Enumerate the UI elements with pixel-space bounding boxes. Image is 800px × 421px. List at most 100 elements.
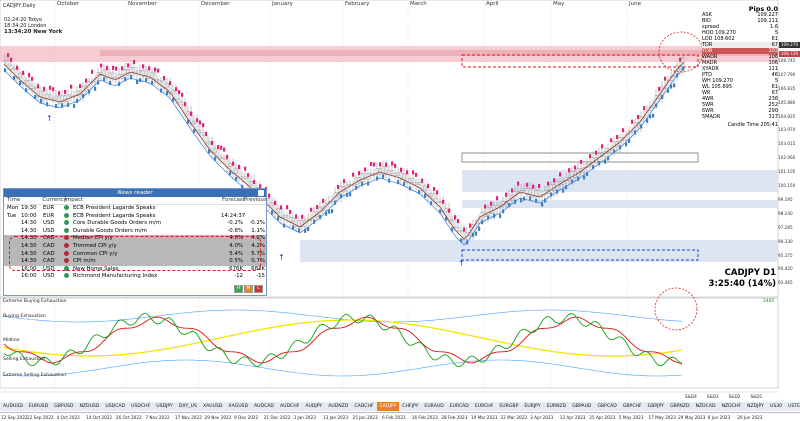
symbol-tab[interactable]: NZDCAD (695, 404, 716, 409)
news-row[interactable]: 16:00 USD Richmond Manufacturing Index -12 -… (4, 273, 266, 281)
price-label: 93.465 (778, 280, 793, 286)
bear-band-mark (601, 144, 604, 149)
news-time: 14:30 (21, 242, 37, 249)
timeframe-button[interactable]: S&D2 (728, 394, 741, 399)
instrument-label: CADJPY,Daily (3, 3, 36, 9)
symbol-tab[interactable]: AUDJPY (305, 404, 323, 409)
info-key: 5MADR (702, 114, 721, 120)
symbol-tab[interactable]: CADCHF (354, 404, 374, 409)
timeframe-button[interactable]: S&D1 (750, 394, 763, 399)
bear-band-mark (106, 66, 109, 71)
timeframe-button[interactable]: S&D3 (706, 394, 719, 399)
candle-body (297, 220, 301, 227)
news-reader-panel[interactable]: News reader Time Currency Impact Forecas… (3, 188, 267, 296)
candle-body (438, 201, 442, 204)
info-key: 5WR (702, 102, 714, 108)
symbol-tab[interactable]: USDJPY (156, 404, 173, 409)
symbol-tab[interactable]: DXY_US (178, 404, 197, 409)
symbol-tab[interactable]: XAGUSD (228, 404, 249, 409)
news-row[interactable]: 14:30 CAD Trimmed CPI y/y 4.0% 4.2% (4, 242, 266, 251)
symbol-tab[interactable]: AUDCAD (254, 404, 274, 409)
bull-band-mark (520, 198, 523, 203)
news-currency: EUR (43, 212, 55, 219)
timeframe-button[interactable]: S&D4 (685, 394, 697, 399)
bear-band-mark (190, 111, 193, 116)
candle-body (282, 215, 286, 218)
symbol-tab[interactable]: CHFJPY (402, 404, 419, 409)
symbol-tab[interactable]: EURAUD (424, 404, 444, 409)
bear-band-mark (415, 172, 418, 177)
news-row[interactable]: 14:30 CAD CPI m/m 0.5% 0.7% (4, 258, 266, 266)
news-previous: -15 (256, 273, 265, 280)
news-row[interactable]: 14:30 USD Core Durable Goods Orders m/m -0.… (4, 220, 266, 228)
date-label: 9 Dec 2022 (234, 415, 259, 420)
bear-band-mark (133, 60, 136, 65)
bear-band-mark (532, 184, 535, 189)
rsi-red-line (3, 316, 683, 364)
candle-body (165, 82, 169, 89)
impact-medium-button[interactable]: M (244, 285, 253, 293)
bull-band-mark (319, 215, 322, 220)
bull-band-mark (331, 209, 334, 214)
symbol-tab[interactable]: USTEC (788, 404, 800, 409)
symbol-tab[interactable]: EURJPY (524, 404, 541, 409)
news-day (4, 273, 21, 281)
symbol-tab[interactable]: GBPNZD (669, 404, 690, 409)
bear-band-mark (154, 67, 157, 72)
candle-body (390, 170, 394, 174)
impact-low-button[interactable]: L (254, 285, 263, 293)
bear-band-mark (274, 200, 277, 205)
price-label: 108.745 (778, 57, 796, 63)
bear-band-mark (322, 198, 325, 203)
symbol-tab[interactable]: AUDNZD (328, 404, 349, 409)
symbol-tab[interactable]: USDCHF (131, 404, 151, 409)
symbol-tab[interactable]: GBPAUD (572, 404, 592, 409)
candle-body (459, 230, 463, 233)
symbol-tab[interactable]: GBPCHF (622, 404, 642, 409)
bear-band-mark (610, 138, 613, 143)
news-previous: 4.2% (251, 242, 265, 249)
bear-band-mark (637, 114, 640, 119)
symbol-tab[interactable]: EURNZD (546, 404, 567, 409)
news-reader-header[interactable]: News reader (4, 189, 266, 197)
impact-high-button[interactable]: H (234, 285, 243, 293)
symbol-tab[interactable]: AUDUSD (3, 404, 23, 409)
demand-zone-3 (300, 240, 778, 262)
candle-body (543, 190, 547, 195)
symbol-tab[interactable]: NZDJPY (747, 404, 764, 409)
symbol-tab[interactable]: US30 (769, 404, 783, 409)
bull-band-mark (475, 231, 478, 236)
symbol-tab[interactable]: NZDCHF (721, 404, 742, 409)
news-row[interactable]: Tue 10:00 EUR ECB President Lagarde Speaks 1… (4, 212, 266, 221)
news-row[interactable]: 14:30 USD Durable Goods Orders m/m -0.8% 1.1… (4, 227, 266, 236)
info-key: spread (702, 24, 720, 30)
bear-band-mark (220, 145, 223, 150)
symbol-tab[interactable]: GBPUSD (54, 404, 74, 409)
news-row[interactable]: Mon 19:30 EUR ECB President Lagarde Speaks (4, 205, 266, 213)
symbol-tab[interactable]: GBPCAD (597, 404, 617, 409)
symbol-tab[interactable]: EURUSD (28, 404, 49, 409)
symbol-tab[interactable]: CADJPY (376, 402, 400, 411)
bull-band-mark (451, 227, 454, 232)
symbol-tab[interactable]: EURCAD (449, 404, 469, 409)
symbol-tab[interactable]: NZDUSD (79, 404, 100, 409)
symbol-tab[interactable]: EURGBP (499, 404, 519, 409)
price-label: 103.970 (778, 127, 796, 133)
bear-band-mark (547, 181, 550, 186)
symbol-tab[interactable]: EURCHF (474, 404, 494, 409)
news-time: 19:30 (21, 205, 37, 211)
bear-band-mark (364, 167, 367, 172)
news-row[interactable]: 14:30 CAD Common CPI y/y 5.4% 5.7% (4, 250, 266, 259)
bear-band-mark (205, 132, 208, 137)
bear-band-mark (163, 76, 166, 81)
pips-title: Pips 0.0 (748, 5, 778, 13)
symbol-tab[interactable]: USDCAD (105, 404, 126, 409)
bull-band-mark (292, 225, 295, 230)
symbol-tab[interactable]: AUDCHF (279, 404, 300, 409)
symbol-tab[interactable]: XAUUSD (202, 404, 223, 409)
news-previous: 1.1% (251, 227, 265, 234)
symbol-tab[interactable]: GBPJPY (647, 404, 664, 409)
close-icon[interactable] (258, 190, 264, 196)
bear-band-mark (412, 170, 415, 175)
